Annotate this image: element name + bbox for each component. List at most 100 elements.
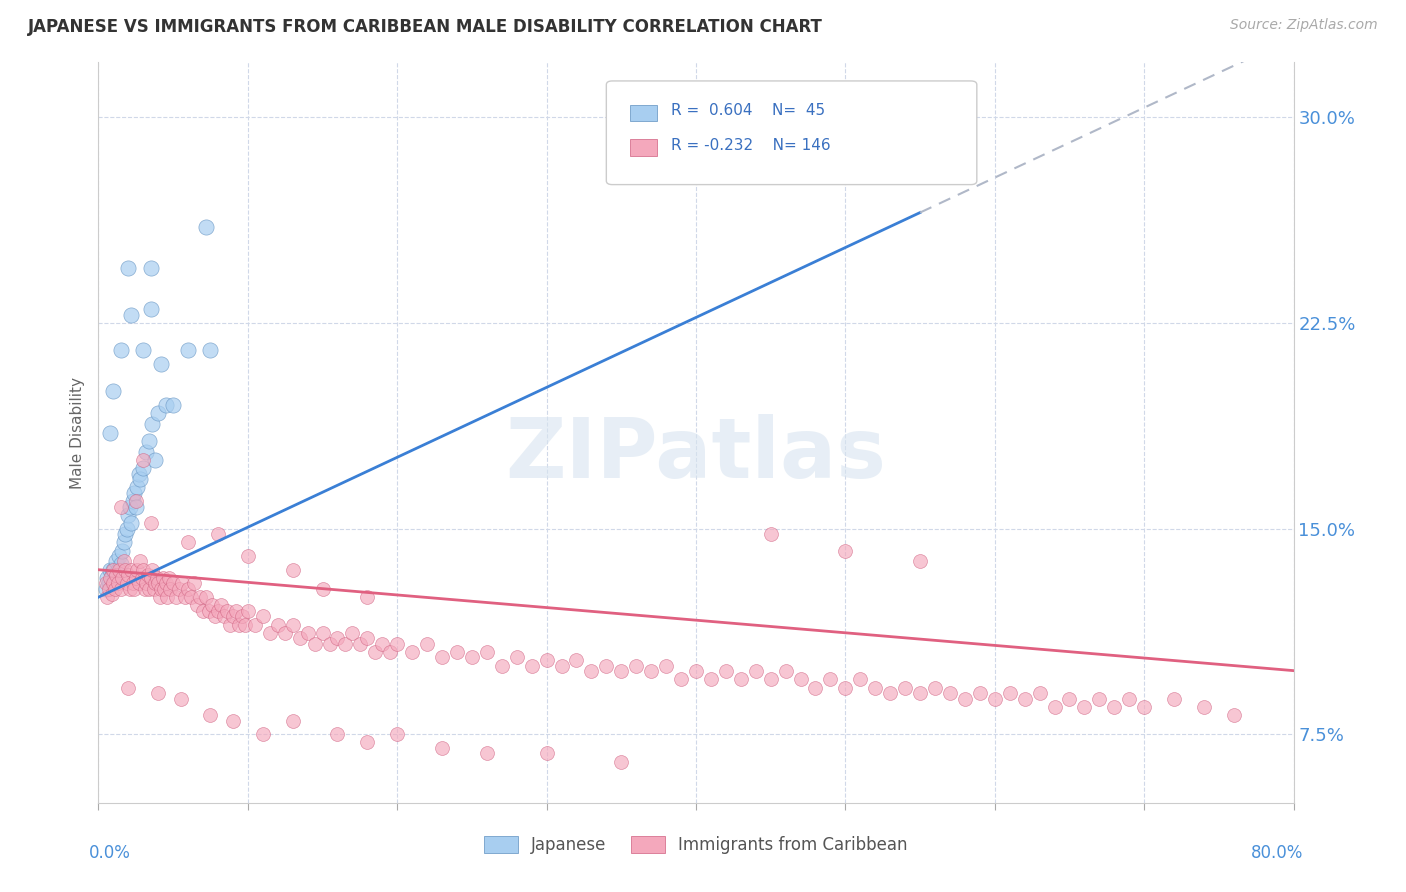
Point [1104,699,1126,714]
Point [700,673,723,687]
Point [198,604,221,618]
Y-axis label: Male Disability: Male Disability [70,376,86,489]
Point [267,617,290,632]
Bar [630,139,657,156]
Point [162,576,184,591]
Point [364,645,387,659]
Point [129,554,152,568]
Point [640,664,662,678]
Point [356,735,378,749]
Point [141,563,163,577]
Point [121,494,143,508]
Point [231,609,253,624]
Point [191,604,214,618]
Point [135,445,157,459]
Point [356,590,378,604]
Point [101,587,124,601]
Point [155,398,177,412]
Point [128,576,150,591]
Point [177,582,200,596]
Point [209,599,232,613]
Point [1163,691,1185,706]
Point [152,571,174,585]
Point [804,681,827,695]
Point [107,563,129,577]
Point [1192,699,1215,714]
Point [117,508,139,522]
Point [145,571,167,585]
Point [101,568,124,582]
Point [998,686,1021,700]
Point [162,398,184,412]
Point [222,714,245,728]
Point [111,571,134,585]
Point [311,625,333,640]
Point [385,637,409,651]
Point [156,590,179,604]
Point [111,543,134,558]
Point [626,658,648,673]
Point [475,747,498,761]
Point [201,599,224,613]
Point [98,425,122,440]
Point [148,686,170,700]
Point [94,582,117,596]
Point [125,571,148,585]
Point [157,571,180,585]
Point [924,681,946,695]
Text: R = -0.232    N= 146: R = -0.232 N= 146 [671,138,831,153]
Point [714,664,737,678]
Point [281,714,304,728]
Point [96,590,118,604]
Point [132,461,155,475]
Point [371,637,394,651]
Point [326,632,349,646]
Legend: Japanese, Immigrants from Caribbean: Japanese, Immigrants from Caribbean [478,830,914,861]
Point [105,568,128,582]
Text: Source: ZipAtlas.com: Source: ZipAtlas.com [1230,18,1378,32]
Point [236,604,259,618]
Point [132,453,155,467]
Point [259,625,281,640]
Point [134,582,156,596]
Point [135,576,157,591]
Point [879,686,901,700]
Point [149,590,172,604]
Point [834,543,856,558]
Point [219,617,242,632]
Point [245,617,267,632]
Point [125,494,148,508]
Point [117,261,139,276]
Point [129,472,152,486]
Point [112,554,135,568]
Point [125,500,148,514]
Point [581,664,603,678]
Point [139,302,162,317]
Point [120,563,142,577]
Point [143,453,166,467]
Point [759,673,782,687]
Point [894,681,917,695]
Point [103,576,125,591]
Point [132,343,155,358]
Point [177,535,200,549]
Point [97,582,120,596]
Point [165,590,187,604]
Point [834,681,856,695]
Point [117,681,139,695]
Point [148,576,170,591]
Text: ZIPatlas: ZIPatlas [506,414,886,495]
Point [233,617,256,632]
Point [188,590,211,604]
Point [953,691,976,706]
Point [685,664,707,678]
Point [150,582,173,596]
Point [326,727,349,741]
Point [167,582,190,596]
Point [108,549,131,563]
Point [849,673,872,687]
Point [114,527,136,541]
Point [759,527,782,541]
Point [297,625,319,640]
Point [215,604,238,618]
